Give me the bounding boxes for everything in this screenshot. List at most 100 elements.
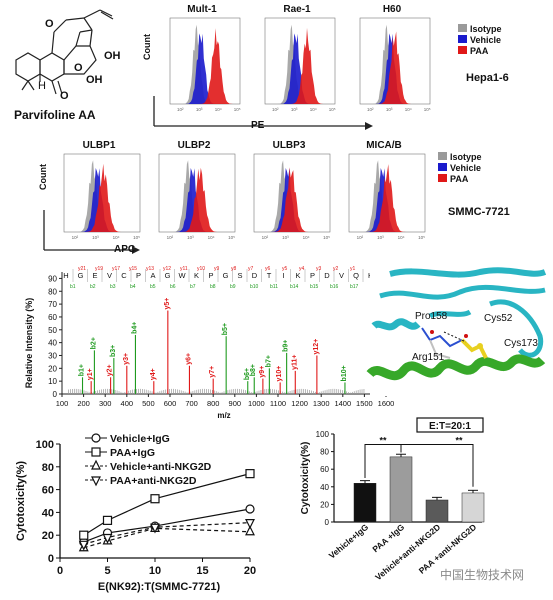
x-tick-label: 100 xyxy=(56,399,69,408)
category-label: Vehicle+anti-NKG2D xyxy=(373,522,442,582)
legend-symbol xyxy=(85,447,107,457)
ms-spectrum: 0 10 20 30 40 50 60 70 80 90 100 200 300 400 500 600 700… xyxy=(24,266,395,420)
y-tick-label: 10 xyxy=(48,377,57,386)
tick-label: 10⁵ xyxy=(228,235,235,240)
x-tick-label: 10 xyxy=(149,565,161,577)
tick-label: 10² xyxy=(167,235,174,240)
paa-histogram xyxy=(254,167,330,232)
legend-marker xyxy=(91,459,101,470)
histogram-plot: 10² 10³ 10⁴ 10⁵ xyxy=(264,17,336,112)
x-axis-label: E(NK92):T(SMMC-7721) xyxy=(98,581,221,593)
legend-symbol xyxy=(85,476,107,487)
tick-label: 10³ xyxy=(196,107,203,112)
ion-label: y7+ xyxy=(209,366,216,378)
legend-label: Vehicle xyxy=(470,35,502,45)
legend-item-isotype: Isotype xyxy=(438,152,482,163)
series-3 xyxy=(78,519,255,551)
ion-label: b10+ xyxy=(341,365,348,381)
ion-label: y10+ xyxy=(276,366,283,382)
compound-name: Parvifoline AA xyxy=(14,108,96,122)
bar xyxy=(389,456,413,523)
ion-label: b1+ xyxy=(79,364,86,376)
legend-label: Isotype xyxy=(470,24,502,34)
histogram-plot: 10² 10³ 10⁴ 10⁵ xyxy=(63,153,141,240)
x-tick-label: 900 xyxy=(229,399,242,408)
x-tick-label: 1500 xyxy=(356,399,373,408)
x-tick-label: 20 xyxy=(244,565,256,577)
histogram-plot: 10² 10³ 10⁴ 10⁵ xyxy=(253,153,331,240)
legend-label: PAA+anti-NKG2D xyxy=(110,475,197,487)
line-chart-legend: Vehicle+IgG PAA+IgG Vehicle+anti-NKG2D PAA+… xyxy=(85,432,211,488)
y-ion-marker: y2 xyxy=(333,266,339,272)
residue-label: Cys173 xyxy=(504,338,538,349)
y-tick-label: 70 xyxy=(48,300,57,309)
x-tick-label: 0 xyxy=(57,565,63,577)
cell-line-label: Hepa1-6 xyxy=(466,72,509,84)
y-tick-label: 40 xyxy=(42,507,54,519)
histogram-ulbp2: 10² 10³ 10⁴ 10⁵ xyxy=(158,153,236,240)
x-tick-label: 400 xyxy=(121,399,134,408)
residue: H xyxy=(63,271,68,280)
b-ion-marker: b1 xyxy=(70,284,76,290)
series-line xyxy=(83,473,251,536)
legend-item-isotype: Isotype xyxy=(458,24,502,35)
paa-histogram xyxy=(64,163,140,232)
legend-label: Vehicle xyxy=(450,163,482,173)
residue: P xyxy=(310,271,315,280)
y-ion-marker: y9 xyxy=(214,266,220,272)
b-ion-marker: b14 xyxy=(290,284,299,290)
y-tick-label: 100 xyxy=(316,430,330,439)
y-tick-label: 20 xyxy=(48,364,57,373)
y-ion-marker: y10 xyxy=(197,266,205,272)
ion-label: y1+ xyxy=(87,368,94,380)
tick-label: 10⁵ xyxy=(418,235,425,240)
tick-label: 10² xyxy=(72,235,79,240)
y-ion-marker: y6 xyxy=(265,266,271,272)
y-ion-marker: y21 xyxy=(78,266,86,272)
y-ion-marker: y11 xyxy=(180,266,188,272)
x-axis-label: m/z xyxy=(217,411,230,420)
data-point xyxy=(150,523,160,534)
legend-label: Vehicle+IgG xyxy=(110,433,170,445)
b-ion-marker: b11 xyxy=(270,284,278,290)
residue: V xyxy=(107,271,112,280)
legend-item: Vehicle+IgG xyxy=(85,432,211,446)
tick-label: 10³ xyxy=(282,235,289,240)
ion-label: y5+ xyxy=(164,298,171,310)
tick-label: 10⁴ xyxy=(208,235,215,240)
legend-item: PAA+IgG xyxy=(85,446,211,460)
ion-label: b6+ xyxy=(244,368,251,380)
b-ion-marker: b16 xyxy=(330,284,339,290)
data-point xyxy=(245,519,255,530)
data-point xyxy=(78,540,89,551)
x-tick-label: 1000 xyxy=(248,399,265,408)
x-tick-label: 1600 xyxy=(378,399,395,408)
tick-label: 10² xyxy=(367,107,374,112)
data-point xyxy=(79,530,89,540)
histogram-title: MICA/B xyxy=(366,140,402,151)
flow-row1-xlabel: PE xyxy=(251,120,265,131)
tick-label: 10⁴ xyxy=(398,235,405,240)
x-tick-label: 200 xyxy=(77,399,90,408)
atom-label: OH xyxy=(104,50,121,62)
legend-item-paa: PAA xyxy=(458,46,502,57)
tick-label: 10⁴ xyxy=(303,235,310,240)
atom-label: H xyxy=(38,80,46,92)
y-ion-marker: y12 xyxy=(163,266,171,272)
paa-histogram xyxy=(170,28,240,105)
b-ion-marker: b15 xyxy=(310,284,319,290)
y-tick-label: 100 xyxy=(36,439,54,451)
atom-label: O xyxy=(60,90,69,102)
title-box xyxy=(416,417,484,433)
tick-label: 10² xyxy=(262,235,269,240)
legend-item: Vehicle+anti-NKG2D xyxy=(85,459,211,474)
residue: D xyxy=(252,271,258,280)
cytotoxicity-line-chart: 0 20 40 60 80 100 0 5 10 15 20 E(NK92):T(SMMC-7721)… xyxy=(15,439,256,593)
residue: C xyxy=(121,271,127,280)
y-tick-label: 60 xyxy=(42,485,54,497)
y-ion-marker: y4 xyxy=(299,266,305,272)
residue: G xyxy=(223,271,229,280)
residue: K xyxy=(194,271,199,280)
paa-histogram xyxy=(265,27,335,104)
residue-label: Cys52 xyxy=(484,313,513,324)
